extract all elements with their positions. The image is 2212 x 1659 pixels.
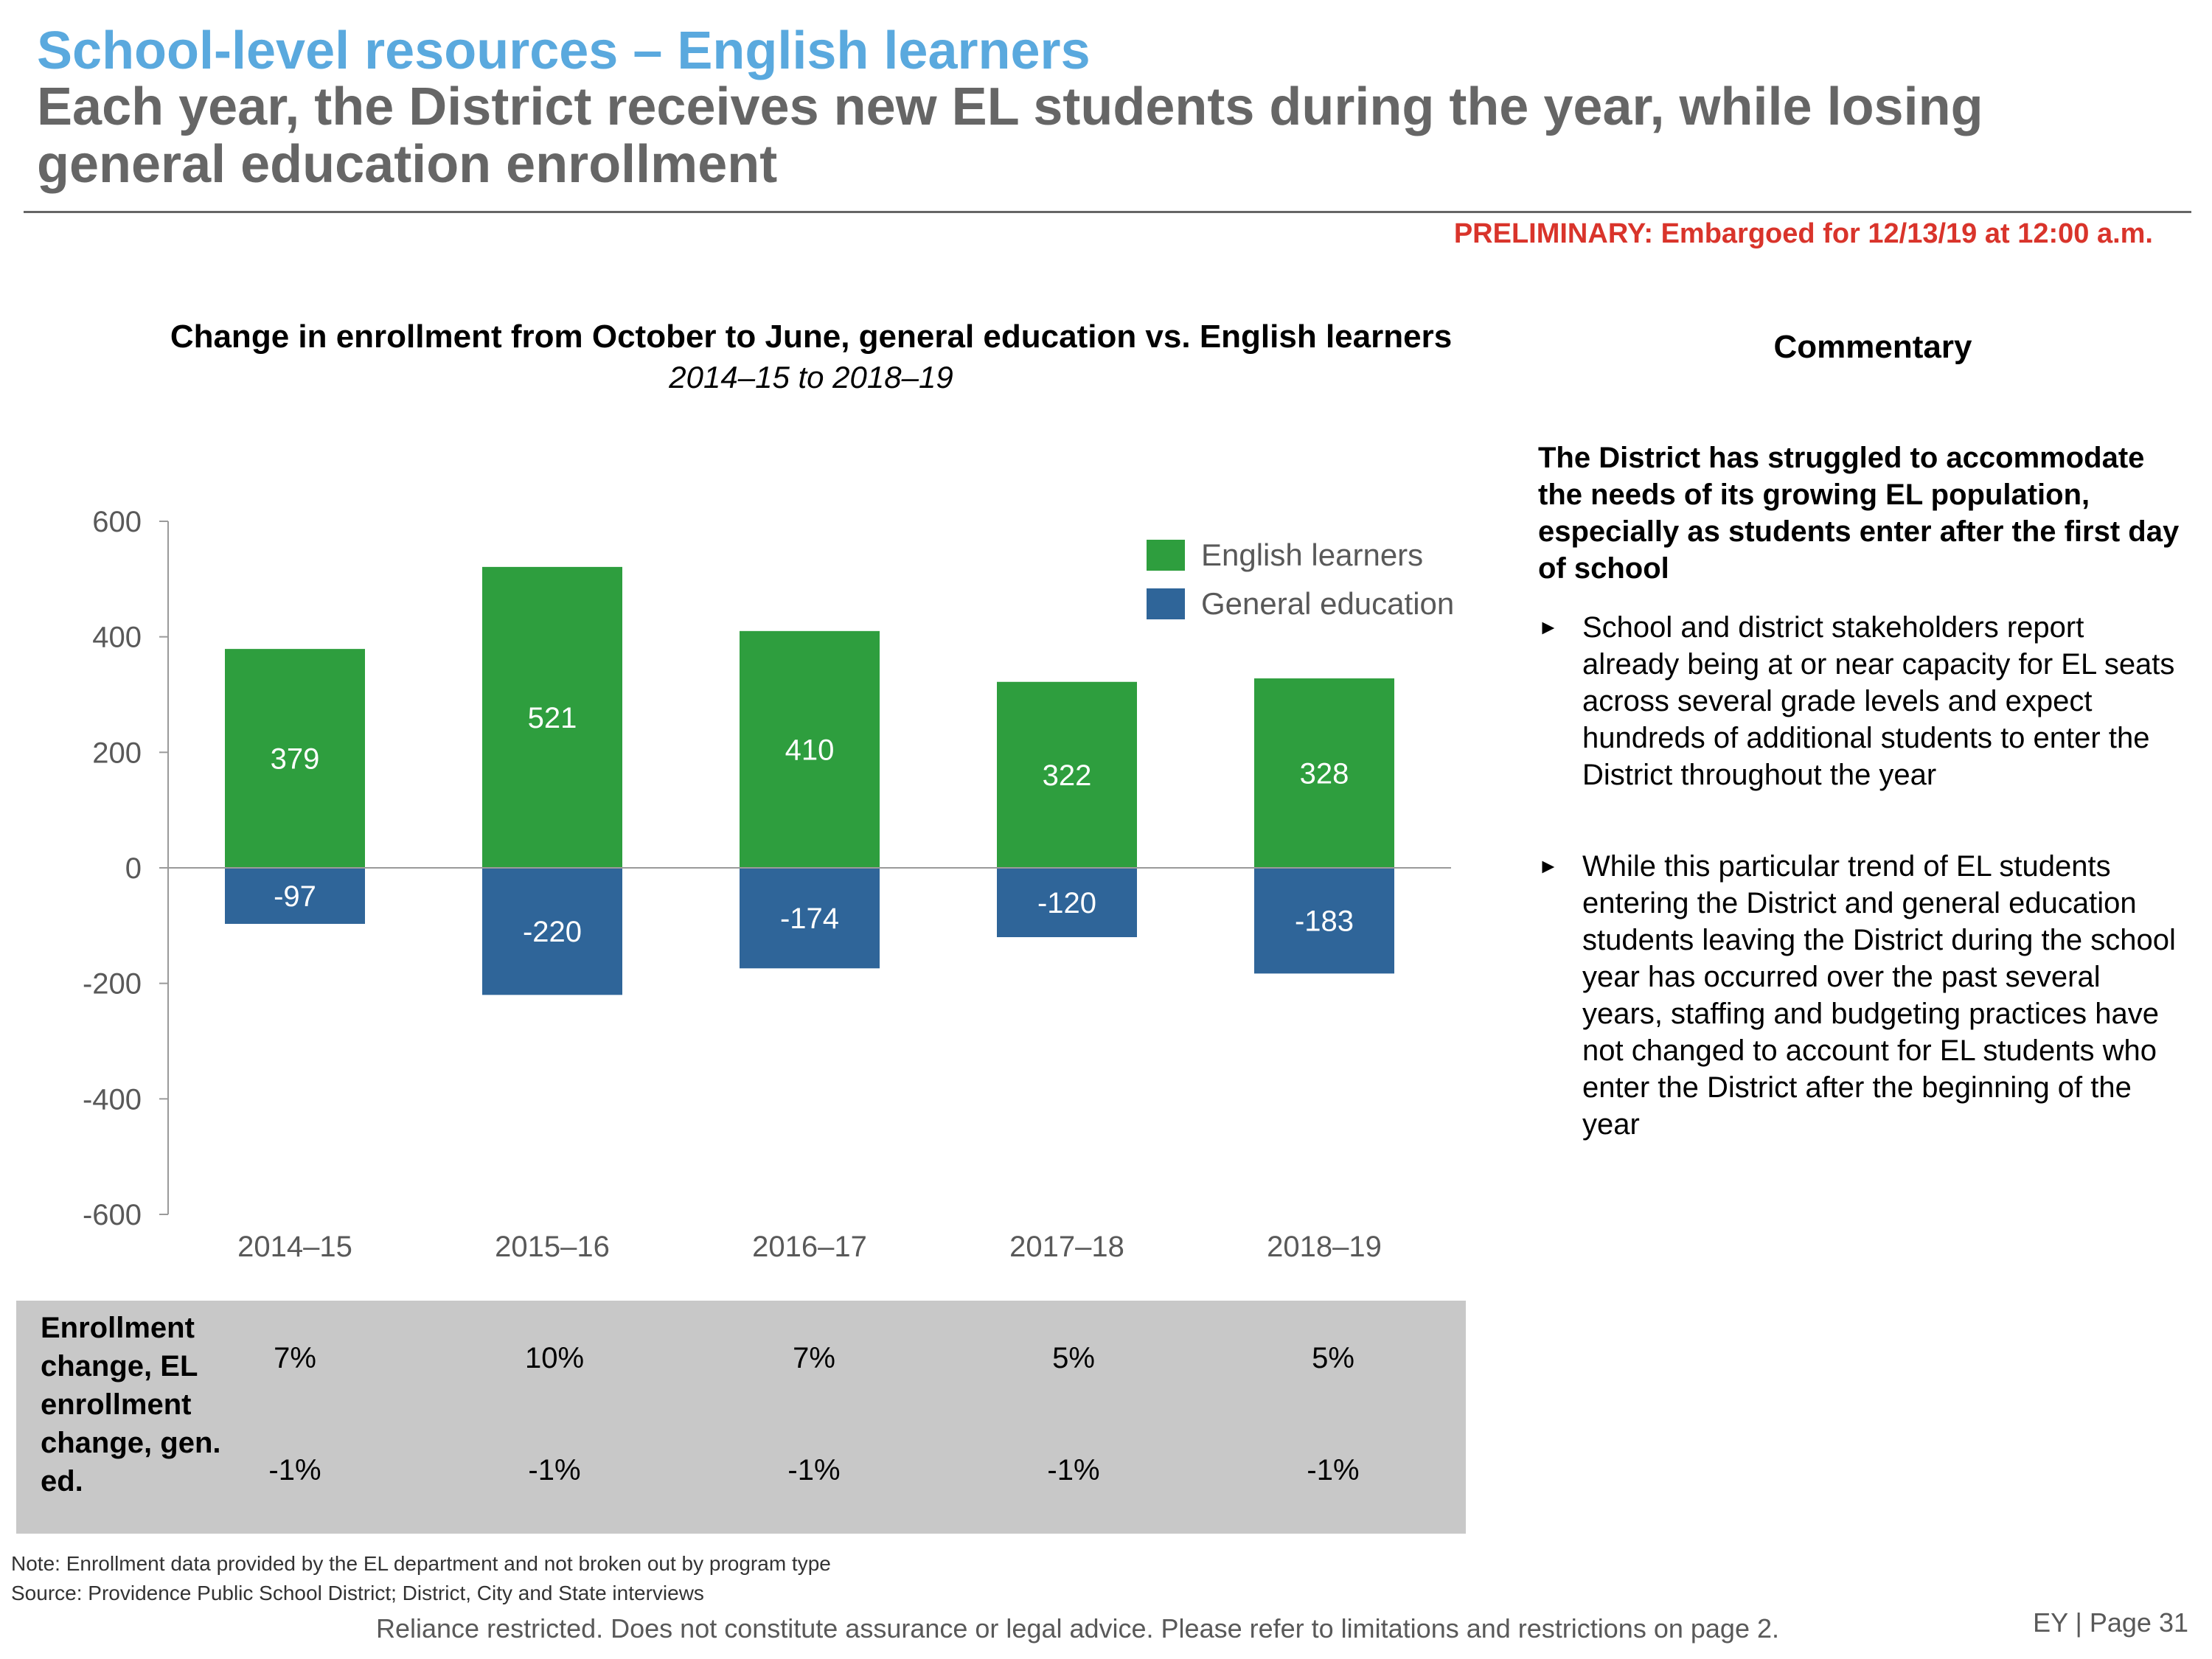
table-cell-el-change: 5% bbox=[1312, 1342, 1354, 1374]
enrollment-bar-chart: 600 400 200 0 -200 -400 -600 379 -97 2014–15 521 -2… bbox=[83, 506, 1451, 1263]
x-tick-label: 2014–15 bbox=[237, 1231, 352, 1263]
data-label-general-education: -120 bbox=[1037, 887, 1096, 919]
preliminary-notice: PRELIMINARY: Embargoed for 12/13/19 at 1… bbox=[1453, 218, 2153, 249]
data-label-english-learners: 521 bbox=[528, 702, 577, 734]
legend-swatch-english-learners bbox=[1147, 540, 1185, 571]
triangle-bullet-icon: ► bbox=[1538, 855, 1559, 877]
commentary-lead: The District has struggled to accommodat… bbox=[1538, 442, 2180, 585]
legend-item-english-learners: English learners bbox=[1147, 531, 1454, 580]
bar-general-education bbox=[225, 868, 365, 924]
x-tick-label: 2018–19 bbox=[1267, 1231, 1382, 1263]
bar-general-education bbox=[482, 868, 622, 995]
legend-label-english-learners: English learners bbox=[1201, 538, 1424, 572]
y-tick-label: 600 bbox=[92, 506, 142, 538]
bar-english-learners bbox=[997, 681, 1137, 868]
legend-item-general-education: General education bbox=[1147, 580, 1454, 628]
commentary-bullet: ► School and district stakeholders repor… bbox=[1538, 609, 2187, 793]
source-note: Source: Providence Public School Distric… bbox=[11, 1582, 704, 1604]
data-label-english-learners: 328 bbox=[1300, 758, 1349, 790]
table-cell-el-change: 10% bbox=[524, 1342, 585, 1374]
footnote: Note: Enrollment data provided by the EL… bbox=[11, 1552, 831, 1575]
data-label-general-education: -97 bbox=[274, 880, 316, 913]
table-cell-gen-ed-change: -1% bbox=[1307, 1454, 1360, 1486]
table-cell-el-change: 5% bbox=[1052, 1342, 1095, 1374]
triangle-bullet-icon: ► bbox=[1538, 616, 1559, 639]
bar-english-learners bbox=[482, 566, 622, 868]
commentary-title: Commentary bbox=[1773, 329, 1972, 365]
chart-subtitle: 2014–15 to 2018–19 bbox=[669, 360, 953, 394]
y-tick-label: 400 bbox=[92, 622, 142, 654]
y-tick-label: 200 bbox=[92, 737, 142, 769]
table-cell-el-change: 7% bbox=[274, 1342, 316, 1374]
bar-general-education bbox=[997, 868, 1137, 937]
y-tick-label: -400 bbox=[83, 1083, 142, 1116]
table-row-labels: Enrollment change, EL enrollment change,… bbox=[41, 1312, 221, 1498]
data-label-general-education: -220 bbox=[523, 916, 582, 948]
data-label-general-education: -183 bbox=[1295, 905, 1354, 938]
table-cell-gen-ed-change: -1% bbox=[787, 1454, 841, 1486]
data-label-english-learners: 379 bbox=[271, 743, 320, 776]
x-tick-label: 2015–16 bbox=[495, 1231, 610, 1263]
title-divider bbox=[24, 211, 2191, 213]
disclaimer: Reliance restricted. Does not constitute… bbox=[376, 1613, 1779, 1644]
y-tick-label: 0 bbox=[125, 852, 142, 885]
bar-english-learners bbox=[225, 649, 365, 868]
chart-legend: English learners General education bbox=[1147, 531, 1454, 628]
legend-label-general-education: General education bbox=[1201, 586, 1455, 621]
data-label-general-education: -174 bbox=[780, 902, 839, 935]
legend-swatch-general-education bbox=[1147, 588, 1185, 619]
commentary-bullet-text: School and district stakeholders report … bbox=[1582, 611, 2175, 791]
section-title: School-level resources – English learner… bbox=[37, 21, 1091, 80]
bar-general-education bbox=[1254, 868, 1394, 974]
table-cell-gen-ed-change: -1% bbox=[268, 1454, 321, 1486]
page-headline: Each year, the District receives new EL … bbox=[37, 77, 1983, 194]
x-tick-label: 2016–17 bbox=[752, 1231, 867, 1263]
x-tick-label: 2017–18 bbox=[1009, 1231, 1124, 1263]
y-tick-label: -600 bbox=[83, 1199, 142, 1231]
data-label-english-learners: 322 bbox=[1043, 759, 1092, 792]
table-cell-el-change: 7% bbox=[793, 1342, 835, 1374]
data-label-english-learners: 410 bbox=[785, 734, 835, 766]
bar-english-learners bbox=[1254, 678, 1394, 868]
y-tick-label: -200 bbox=[83, 968, 142, 1001]
page-number: EY | Page 31 bbox=[2033, 1607, 2188, 1638]
enrollment-change-table bbox=[16, 1301, 1466, 1534]
chart-title: Change in enrollment from October to Jun… bbox=[170, 319, 1453, 355]
table-cell-gen-ed-change: -1% bbox=[1047, 1454, 1100, 1486]
bar-general-education bbox=[740, 868, 880, 969]
commentary-bullet-text: While this particular trend of EL studen… bbox=[1582, 850, 2176, 1141]
bar-english-learners bbox=[740, 630, 880, 868]
commentary-bullet: ► While this particular trend of EL stud… bbox=[1538, 848, 2187, 1143]
table-cell-gen-ed-change: -1% bbox=[528, 1454, 581, 1486]
